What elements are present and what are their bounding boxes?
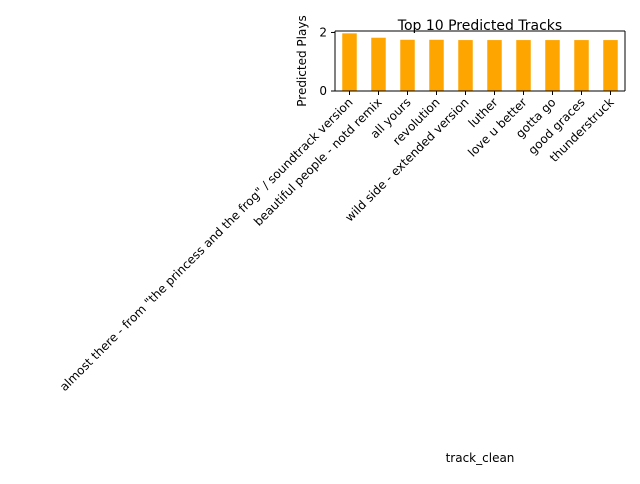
y-axis-label: Predicted Plays — [295, 15, 309, 106]
bar — [487, 40, 502, 91]
bar — [458, 40, 473, 91]
bar — [516, 40, 531, 91]
bar — [545, 40, 560, 91]
x-axis-label: track_clean — [446, 451, 515, 465]
bar — [342, 33, 357, 91]
y-tick-label: 0 — [319, 84, 327, 98]
y-ticks-group: 02 — [319, 25, 335, 98]
bar — [429, 39, 444, 91]
bar — [371, 37, 386, 91]
bar — [603, 40, 618, 91]
bars-group — [342, 33, 618, 91]
bar — [400, 39, 415, 91]
bar — [574, 40, 589, 91]
axes-group — [334, 30, 626, 92]
chart-title: Top 10 Predicted Tracks — [397, 18, 562, 34]
y-tick-label: 2 — [319, 25, 327, 39]
